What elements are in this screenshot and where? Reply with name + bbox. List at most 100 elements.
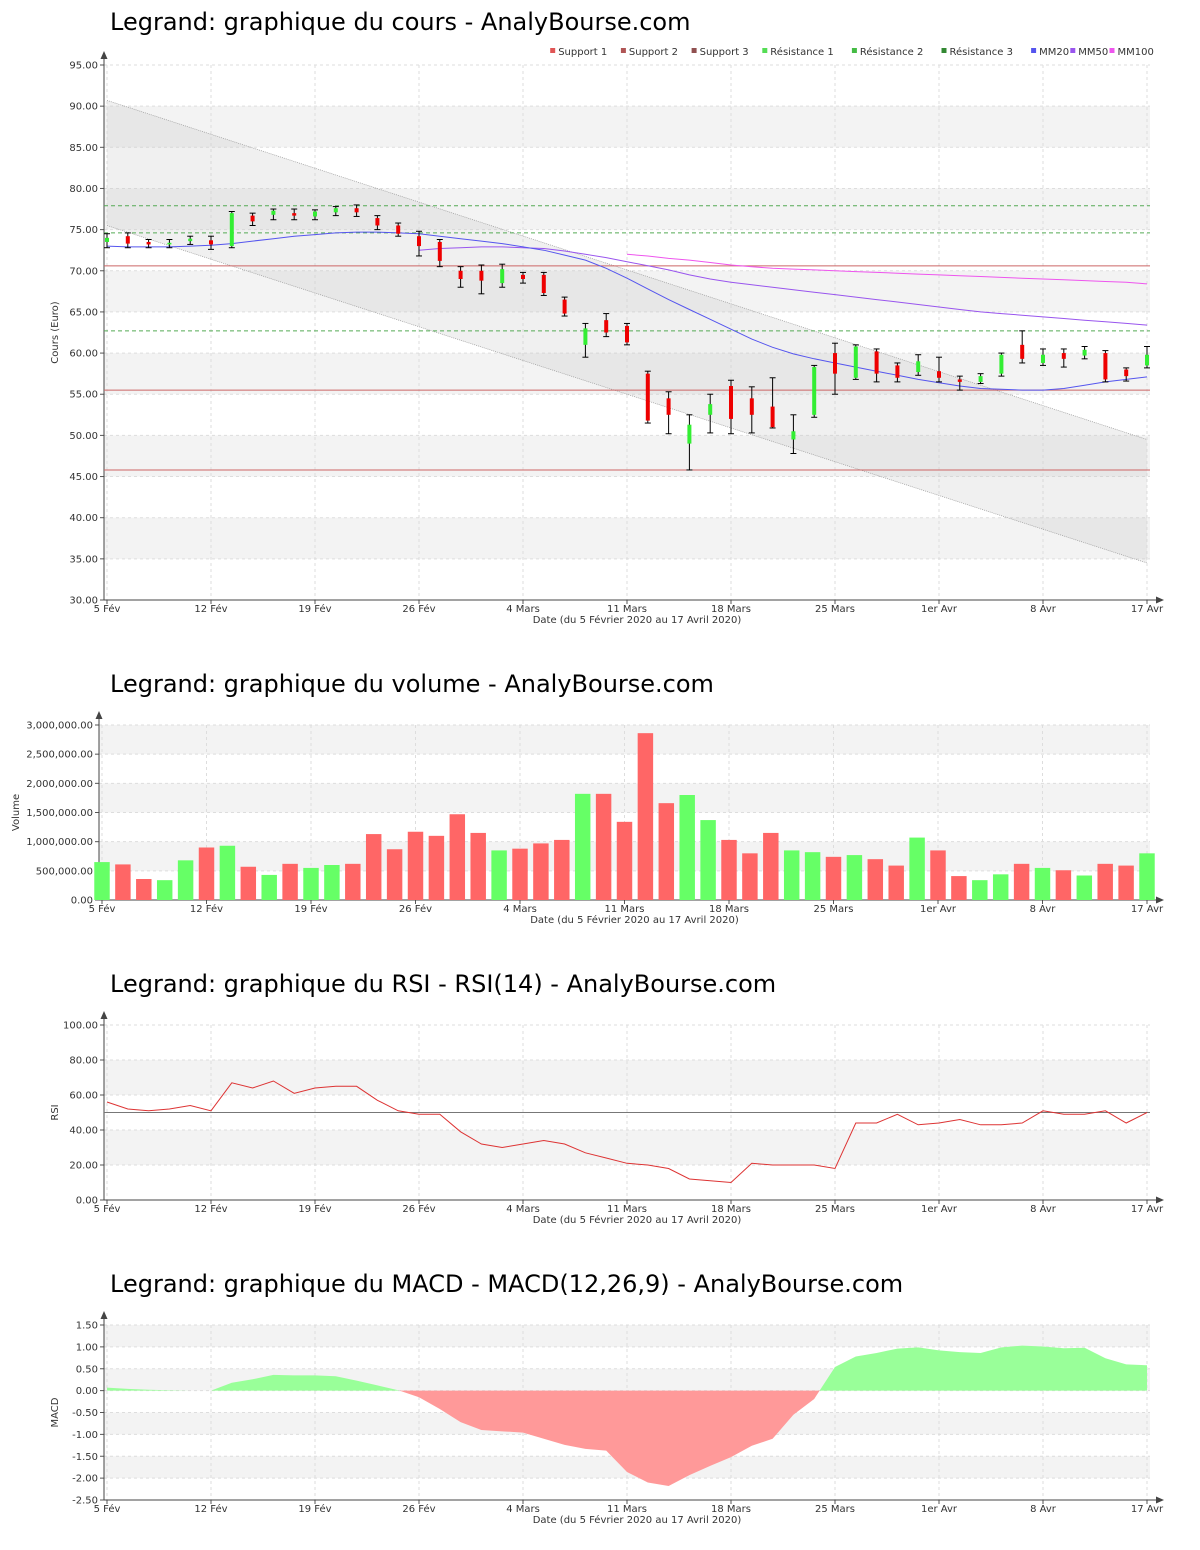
price-x-tick-label: 5 Fév — [94, 603, 121, 615]
price-x-tick-label: 18 Mars — [711, 604, 751, 615]
price-candle-body — [916, 361, 921, 373]
price-channel-upper-line — [106, 100, 1148, 440]
volume-chart-block: Legrand: graphique du volume - AnalyBour… — [0, 660, 1200, 950]
rsi-x-tick-label: 5 Fév — [94, 1203, 121, 1215]
price-y-tick-label: 70.00 — [69, 266, 98, 277]
price-candle-body — [583, 328, 588, 345]
price-y-axis-label: Cours (Euro) — [50, 301, 61, 364]
rsi-grid-band — [104, 1060, 1150, 1095]
rsi-chart-block: Legrand: graphique du RSI - RSI(14) - An… — [0, 960, 1200, 1250]
price-candle-body — [604, 320, 609, 333]
rsi-y-tick-label: 0.00 — [76, 1196, 98, 1207]
volume-x-tick-label: 18 Mars — [709, 904, 749, 915]
price-ma100-line — [626, 253, 1148, 285]
price-y-tick-label: 95.00 — [69, 61, 98, 72]
rsi-x-tick-label: 25 Mars — [815, 1204, 855, 1215]
macd-chart-block: Legrand: graphique du MACD - MACD(12,26,… — [0, 1260, 1200, 1550]
rsi-x-tick-label: 19 Fév — [298, 1203, 331, 1215]
price-candle-body — [417, 236, 421, 247]
macd-negative-area — [107, 1390, 1147, 1486]
price-candle-body — [770, 406, 775, 428]
price-legend-swatch — [762, 48, 768, 53]
macd-positive-area — [107, 1345, 1147, 1391]
price-candle-body — [874, 351, 879, 374]
rsi-x-tick-label: 26 Fév — [402, 1203, 435, 1215]
price-candle-body — [937, 371, 941, 378]
volume-bar — [846, 855, 863, 900]
volume-bar — [219, 845, 236, 900]
price-candle-body — [645, 373, 650, 421]
price-candle-body — [749, 398, 754, 415]
volume-x-tick-label: 8 Avr — [1030, 904, 1057, 915]
price-candle-body — [375, 218, 380, 226]
volume-x-tick-label: 25 Mars — [814, 904, 854, 915]
price-candle-body — [229, 213, 234, 247]
macd-x-tick-label: 18 Mars — [711, 1504, 751, 1515]
rsi-y-tick-label: 60.00 — [69, 1091, 98, 1102]
volume-bar — [721, 839, 737, 900]
macd-x-tick-label: 19 Fév — [298, 1503, 331, 1515]
price-legend-label: Support 3 — [700, 47, 749, 58]
price-x-tick-label: 11 Mars — [607, 604, 647, 615]
macd-x-tick-label: 1er Avr — [921, 1504, 958, 1515]
price-candle-body — [1103, 353, 1108, 380]
volume-bar — [909, 837, 925, 900]
volume-bar — [679, 795, 695, 900]
price-candle-body — [1020, 344, 1025, 359]
volume-bar — [428, 835, 445, 900]
price-x-axis-arrow — [1156, 596, 1164, 604]
volume-bar — [595, 793, 612, 900]
price-y-tick-label: 40.00 — [69, 513, 98, 524]
price-legend-swatch — [1070, 48, 1076, 53]
volume-x-tick-label: 5 Fév — [89, 903, 116, 915]
price-y-tick-label: 90.00 — [69, 102, 98, 113]
price-candle-body — [458, 270, 463, 279]
volume-bar — [763, 832, 779, 900]
macd-y-tick-label: -0.50 — [72, 1408, 98, 1419]
rsi-y-tick-label: 100.00 — [63, 1021, 98, 1032]
price-candle-body — [1124, 369, 1129, 377]
price-candle-body — [541, 274, 546, 293]
price-candle-body — [1061, 353, 1066, 359]
volume-y-tick-label: 500,000.00 — [36, 866, 93, 877]
macd-y-tick-label: 1.00 — [76, 1342, 98, 1353]
price-y-axis-arrow — [100, 51, 108, 59]
rsi-x-tick-label: 1er Avr — [921, 1204, 958, 1215]
price-candle-body — [999, 354, 1004, 374]
price-y-tick-label: 80.00 — [69, 184, 98, 195]
price-x-tick-label: 1er Avr — [921, 604, 958, 615]
macd-x-axis-label: Date (du 5 Février 2020 au 17 Avril 2020… — [533, 1514, 742, 1526]
volume-bar — [156, 880, 173, 900]
price-candle-body — [1041, 354, 1045, 363]
volume-x-tick-label: 17 Avr — [1131, 904, 1164, 915]
volume-bar — [240, 866, 257, 900]
volume-bar — [1118, 865, 1134, 900]
price-legend-swatch — [550, 48, 556, 53]
rsi-y-tick-label: 40.00 — [69, 1126, 98, 1137]
volume-bar — [198, 847, 215, 900]
rsi-y-tick-label: 20.00 — [69, 1161, 98, 1172]
rsi-x-tick-label: 17 Avr — [1131, 1204, 1164, 1215]
price-candle-body — [791, 431, 796, 440]
rsi-x-tick-label: 12 Fév — [194, 1203, 227, 1215]
price-legend-label: Support 1 — [558, 47, 607, 58]
price-y-tick-label: 60.00 — [69, 349, 98, 360]
price-ma20-line — [106, 231, 1148, 391]
volume-bar — [1013, 863, 1030, 900]
price-y-tick-label: 30.00 — [69, 596, 98, 607]
macd-x-tick-label: 8 Avr — [1030, 1504, 1057, 1515]
rsi-x-axis-arrow — [1156, 1196, 1164, 1204]
rsi-x-axis-label: Date (du 5 Février 2020 au 17 Avril 2020… — [533, 1214, 742, 1226]
price-legend-label: MM20 — [1039, 47, 1069, 58]
macd-y-tick-label: 1.50 — [76, 1321, 98, 1332]
volume-bar — [512, 848, 528, 900]
volume-bar — [930, 850, 946, 900]
price-candle-body — [521, 274, 525, 279]
volume-bar — [888, 865, 904, 900]
price-candle-body — [396, 225, 401, 234]
price-candle-body — [666, 398, 671, 415]
macd-chart-title: Legrand: graphique du MACD - MACD(12,26,… — [110, 1270, 904, 1298]
price-legend-label: MM100 — [1118, 47, 1154, 58]
volume-bar — [282, 863, 298, 900]
volume-bar — [554, 839, 570, 900]
